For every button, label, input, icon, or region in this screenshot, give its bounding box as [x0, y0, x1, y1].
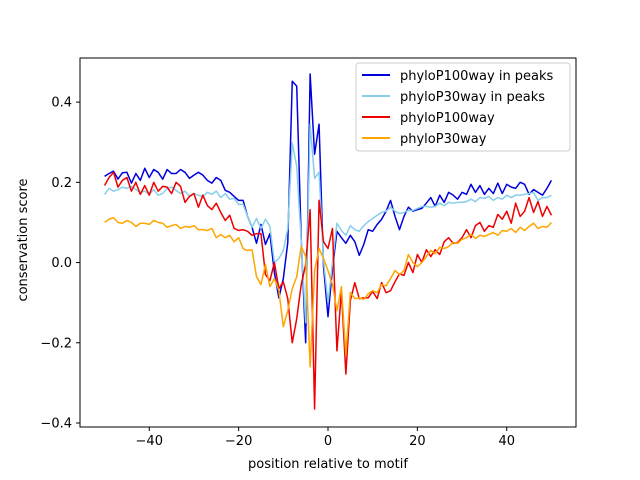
series-line-1 — [104, 73, 553, 344]
x-axis-label: position relative to motif — [248, 457, 408, 472]
legend-label-2: phyloP30way in peaks — [400, 90, 545, 105]
x-tick-label: 0 — [324, 434, 332, 449]
legend-label-3: phyloP100way — [400, 111, 495, 126]
axes: −40 −20 0 20 40 −0.4 −0.2 0.0 0.2 0.4 — [40, 57, 577, 449]
legend-label-1: phyloP100way in peaks — [400, 69, 554, 84]
y-tick-label: −0.4 — [40, 416, 72, 431]
series-line-4 — [104, 216, 552, 368]
x-tick-label: −40 — [136, 434, 163, 449]
legend-box — [355, 62, 571, 152]
plot-area — [103, 73, 553, 410]
y-tick-label: 0.0 — [51, 256, 72, 271]
y-tick-label: −0.2 — [40, 336, 72, 351]
y-tick-label: 0.2 — [51, 176, 72, 191]
series-line-2 — [103, 123, 552, 324]
y-axis-label: conservation score — [16, 178, 31, 301]
series-line-3 — [103, 171, 553, 410]
x-tick-label: −20 — [225, 434, 252, 449]
legend: phyloP100way in peaks phyloP30way in peak… — [355, 62, 571, 152]
x-tick-label: 20 — [409, 434, 426, 449]
y-tick-label: 0.4 — [51, 96, 72, 111]
legend-label-4: phyloP30way — [400, 132, 487, 147]
x-tick-label: 40 — [498, 434, 515, 449]
